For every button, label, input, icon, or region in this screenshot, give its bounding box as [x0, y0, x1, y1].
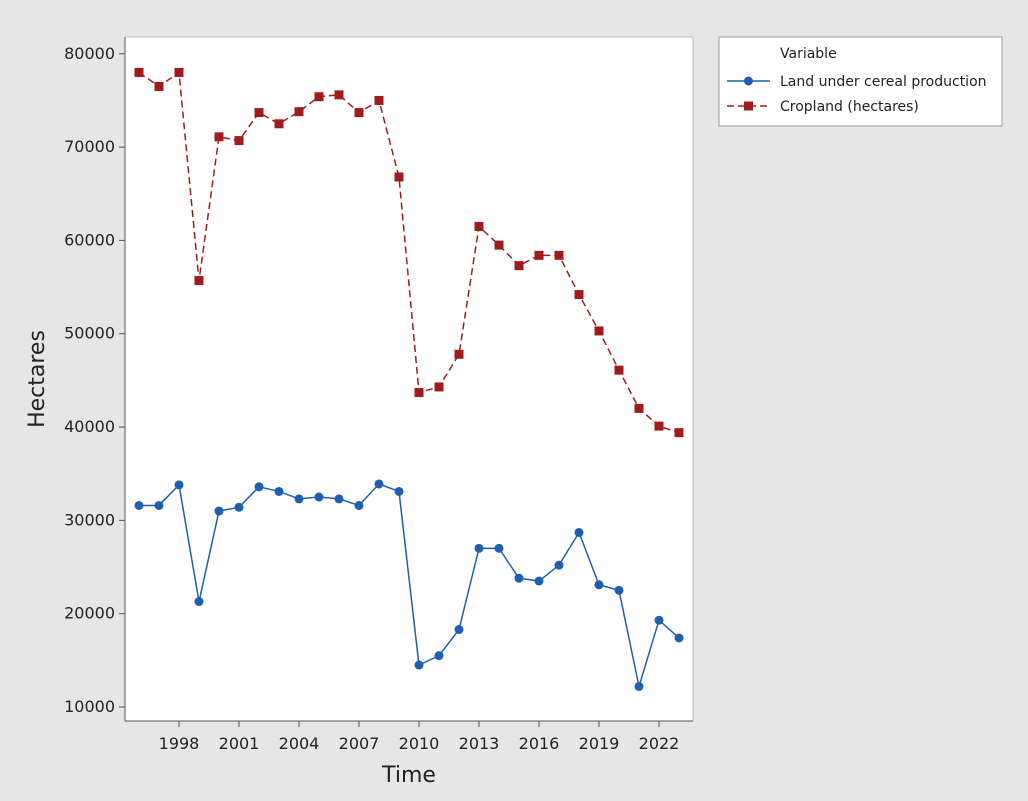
- data-point: [174, 67, 184, 77]
- x-tick-label: 1998: [159, 734, 200, 753]
- data-point: [254, 108, 264, 118]
- data-point: [274, 486, 284, 496]
- data-point: [674, 428, 684, 438]
- series-line-1: [138, 71, 680, 434]
- data-point: [474, 543, 484, 553]
- data-point: [194, 276, 204, 286]
- data-point: [214, 506, 224, 516]
- data-point: [474, 221, 484, 231]
- data-point: [194, 597, 204, 607]
- y-tick-label: 70000: [64, 137, 115, 156]
- y-tick-label: 20000: [64, 604, 115, 623]
- data-point: [434, 651, 444, 661]
- series-layer: [134, 67, 684, 691]
- data-point: [134, 67, 144, 77]
- series-line-0: [139, 483, 680, 687]
- y-tick-label: 10000: [64, 697, 115, 716]
- x-tick-label: 2007: [339, 734, 380, 753]
- data-point: [414, 388, 424, 398]
- data-point: [354, 500, 364, 510]
- data-point: [314, 92, 324, 102]
- data-point: [374, 479, 384, 489]
- data-point: [494, 240, 504, 250]
- legend-marker-0: [744, 76, 753, 86]
- data-point: [514, 261, 524, 271]
- data-point: [294, 494, 304, 504]
- data-point: [154, 81, 164, 91]
- data-point: [394, 172, 404, 182]
- data-point: [554, 560, 564, 570]
- legend: Variable Land under cereal production Cro…: [718, 36, 1003, 127]
- data-point: [614, 585, 624, 595]
- y-tick-label: 80000: [64, 44, 115, 63]
- y-tick-label: 30000: [64, 510, 115, 529]
- x-tick-label: 2022: [639, 734, 680, 753]
- x-tick-label: 2001: [219, 734, 260, 753]
- data-point: [454, 349, 464, 359]
- data-point: [174, 480, 184, 490]
- data-point: [394, 486, 404, 496]
- y-tick-label: 60000: [64, 230, 115, 249]
- y-ticks: 10000 20000 30000 40000 50000 60000 70000 80000: [64, 44, 125, 716]
- data-point: [354, 108, 364, 118]
- x-axis-title: Time: [381, 763, 436, 788]
- x-tick-label: 2016: [519, 734, 560, 753]
- legend-title: Variable: [780, 46, 837, 62]
- y-axis-title: Hectares: [25, 330, 50, 428]
- data-point: [514, 573, 524, 583]
- y-tick-label: 40000: [64, 417, 115, 436]
- data-point: [214, 132, 224, 142]
- data-point: [534, 576, 544, 586]
- x-tick-label: 2019: [579, 734, 620, 753]
- data-point: [234, 502, 244, 512]
- data-point: [654, 421, 664, 431]
- data-point: [534, 250, 544, 260]
- data-point: [594, 580, 604, 590]
- legend-label-0: Land under cereal production: [780, 74, 987, 90]
- legend-items: Land under cereal production Cropland (he…: [727, 74, 987, 115]
- data-point: [574, 528, 584, 538]
- data-point: [254, 482, 264, 492]
- data-point: [554, 250, 564, 260]
- data-point: [374, 95, 384, 105]
- data-point: [574, 290, 584, 300]
- data-point: [654, 615, 664, 625]
- x-tick-label: 2010: [399, 734, 440, 753]
- x-ticks: 1998 2001 2004 2007 2010 2013 2016 2019 2022: [159, 721, 680, 753]
- data-point: [594, 326, 604, 336]
- data-point: [234, 136, 244, 146]
- legend-label-1: Cropland (hectares): [780, 99, 919, 115]
- data-point: [634, 403, 644, 413]
- data-point: [494, 543, 504, 553]
- data-point: [414, 660, 424, 670]
- data-point: [634, 681, 644, 691]
- data-point: [614, 365, 624, 375]
- x-tick-label: 2004: [279, 734, 320, 753]
- data-point: [674, 633, 684, 643]
- data-point: [154, 500, 164, 510]
- axes: [124, 37, 693, 722]
- legend-marker-1: [744, 101, 753, 111]
- data-point: [334, 494, 344, 504]
- data-point: [454, 625, 464, 635]
- plot-area: [124, 36, 694, 722]
- data-point: [334, 90, 344, 100]
- x-tick-label: 2013: [459, 734, 500, 753]
- data-point: [274, 119, 284, 129]
- data-point: [314, 492, 324, 502]
- y-tick-label: 50000: [64, 324, 115, 343]
- data-point: [134, 500, 144, 510]
- data-point: [294, 107, 304, 117]
- data-point: [434, 382, 444, 392]
